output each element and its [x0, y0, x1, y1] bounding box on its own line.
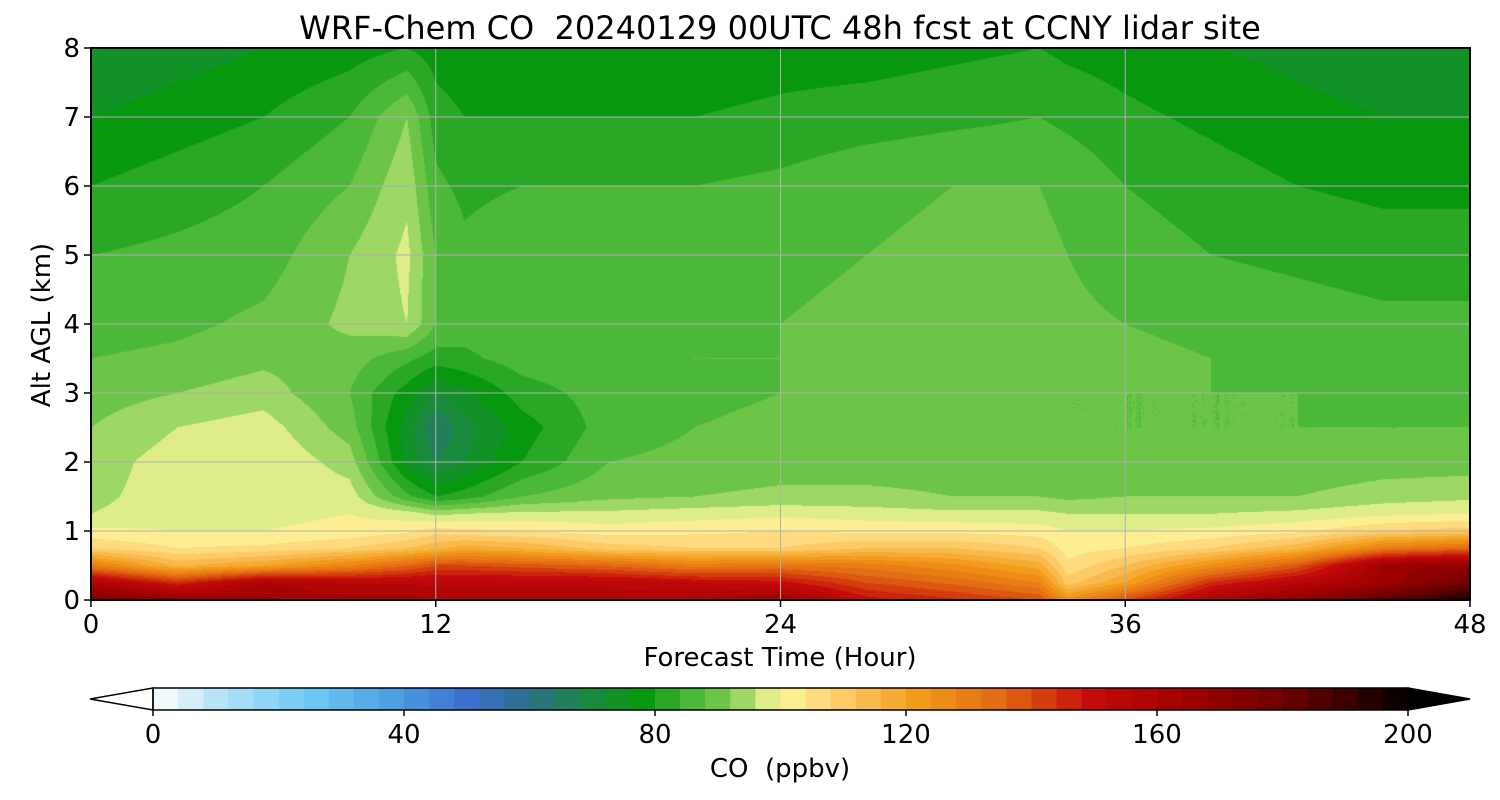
y-tick-label: 5: [63, 241, 80, 271]
colorbar-segment: [956, 688, 982, 710]
colorbar-segment: [278, 688, 305, 710]
colorbar-segment: [554, 688, 581, 710]
colorbar-tick-label: 40: [387, 720, 420, 750]
colorbar-segment: [931, 688, 957, 710]
colorbar-segment: [880, 688, 907, 710]
colorbar-segment: [655, 688, 681, 710]
y-axis-label: Alt AGL (km): [27, 243, 57, 407]
colorbar-frame: [152, 687, 1409, 711]
x-tick-label: 24: [764, 610, 797, 640]
colorbar-segment: [1182, 688, 1208, 710]
y-tick-label: 4: [63, 310, 80, 340]
x-tick-label: 48: [1453, 610, 1486, 640]
colorbar-segment: [1232, 688, 1258, 710]
colorbar-tick-label: 200: [1383, 720, 1433, 750]
colorbar-segment: [153, 688, 179, 710]
colorbar-tick-label: 160: [1132, 720, 1182, 750]
colorbar-segment: [404, 688, 430, 710]
colorbar-tick-label: 0: [145, 720, 162, 750]
colorbar-segment: [529, 688, 556, 710]
colorbar-segment: [178, 688, 204, 710]
colorbar-segment: [1357, 688, 1384, 710]
colorbar-segment: [730, 688, 756, 710]
y-axis: 0 1 2 3 4 5 6 7 8: [63, 34, 91, 616]
colorbar-segment: [203, 688, 229, 710]
colorbar-label: CO (ppbv): [710, 754, 850, 784]
colorbar-segment: [981, 688, 1007, 710]
colorbar-segment: [1282, 688, 1309, 710]
colorbar-segment: [1031, 688, 1058, 710]
colorbar-segment: [805, 688, 832, 710]
y-tick-label: 2: [63, 448, 80, 478]
colorbar-segment: [629, 688, 656, 710]
colorbar-segment: [1257, 688, 1284, 710]
colorbar-tick-label: 80: [638, 720, 671, 750]
colorbar-segment: [1056, 688, 1083, 710]
chart-title: WRF-Chem CO 20240129 00UTC 48h fcst at C…: [299, 9, 1261, 47]
colorbar-extend-low: [89, 687, 154, 711]
colorbar-segment: [1332, 688, 1359, 710]
colorbar-segment: [253, 688, 280, 710]
x-tick-label: 36: [1109, 610, 1142, 640]
colorbar-segment: [1131, 688, 1158, 710]
x-tick-label: 0: [83, 610, 100, 640]
colorbar-ticks: 0 40 80 120 160 200: [145, 710, 1433, 750]
colorbar-segment: [755, 688, 782, 710]
colorbar-segment: [353, 688, 380, 710]
colorbar-segment: [1307, 688, 1334, 710]
colorbar-segment: [780, 688, 807, 710]
colorbar-segment: [1006, 688, 1033, 710]
colorbar-segment: [855, 688, 882, 710]
colorbar-segment: [1081, 688, 1108, 710]
colorbar-extend-high: [1407, 687, 1471, 711]
colorbar-segment: [454, 688, 480, 710]
colorbar-tick-label: 120: [881, 720, 931, 750]
colorbar-segment: [1207, 688, 1233, 710]
y-tick-label: 6: [63, 172, 80, 202]
colorbar-segment: [705, 688, 731, 710]
grid-lines: [91, 48, 1470, 600]
y-tick-label: 8: [63, 34, 80, 64]
y-tick-label: 3: [63, 379, 80, 409]
y-tick-label: 7: [63, 103, 80, 133]
colorbar-segment: [579, 688, 606, 710]
x-axis-label: Forecast Time (Hour): [643, 643, 916, 673]
colorbar-segment: [429, 688, 455, 710]
y-tick-label: 1: [63, 517, 80, 547]
colorbar-segment: [479, 688, 505, 710]
colorbar-segment: [680, 688, 706, 710]
colorbar: [89, 687, 1471, 711]
colorbar-segment: [303, 688, 330, 710]
colorbar-segment: [604, 688, 631, 710]
colorbar-segment: [830, 688, 857, 710]
colorbar-segment: [378, 688, 405, 710]
colorbar-segment: [906, 688, 932, 710]
colorbar-segment: [228, 688, 254, 710]
y-tick-label: 0: [63, 586, 80, 616]
colorbar-segment: [1106, 688, 1133, 710]
x-tick-label: 12: [419, 610, 452, 640]
x-axis: 0 12 24 36 48: [83, 600, 1487, 640]
colorbar-segment: [504, 688, 531, 710]
colorbar-segment: [1382, 688, 1409, 710]
colorbar-segment: [1157, 688, 1183, 710]
colorbar-segment: [328, 688, 355, 710]
